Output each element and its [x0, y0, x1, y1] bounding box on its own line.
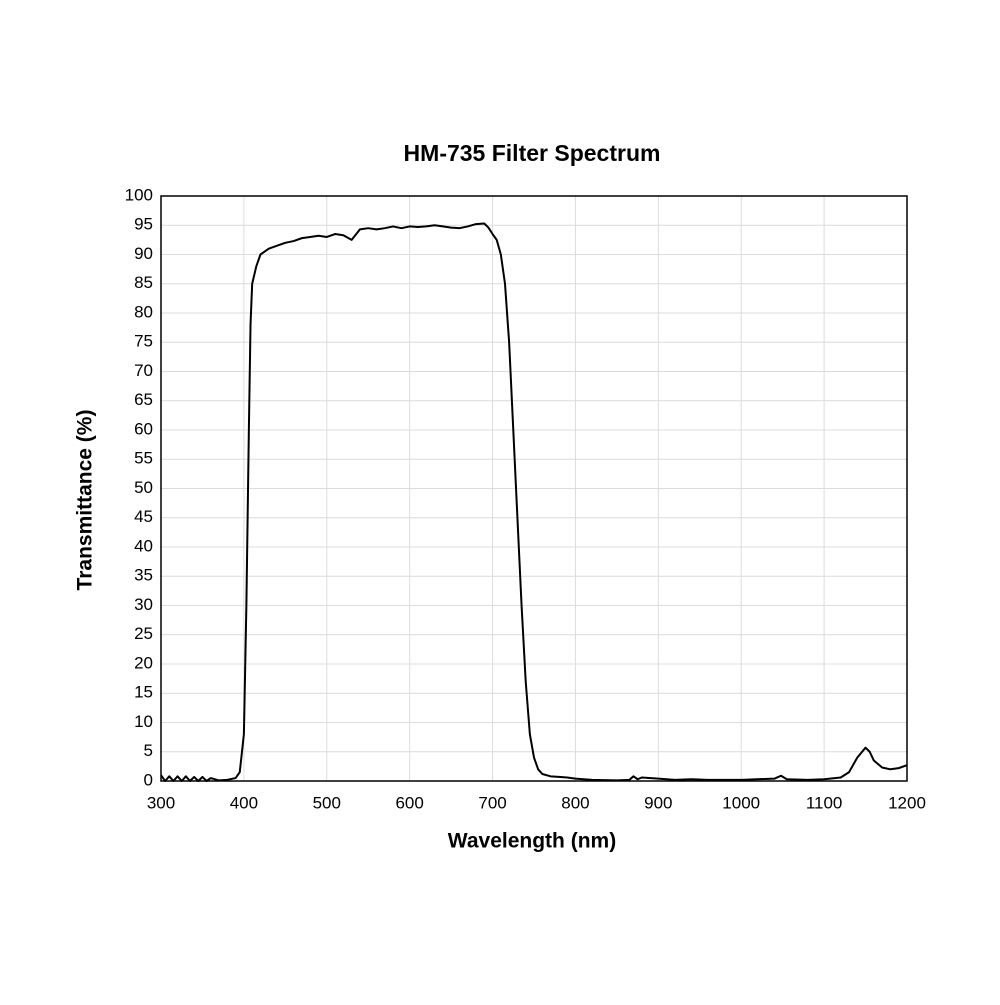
x-tick-label: 600 [395, 793, 423, 812]
x-tick-label: 400 [230, 793, 258, 812]
y-tick-label: 90 [134, 244, 153, 263]
plot-frame [160, 195, 908, 782]
x-tick-label: 1000 [722, 793, 760, 812]
y-tick-label: 65 [134, 390, 153, 409]
y-tick-label: 10 [134, 712, 153, 731]
x-tick-label: 1200 [888, 793, 926, 812]
x-tick-label: 800 [561, 793, 589, 812]
y-axis-label: Transmittance (%) [74, 410, 97, 591]
y-tick-label: 55 [134, 449, 153, 468]
x-axis-label: Wavelength (nm) [448, 830, 616, 853]
y-tick-label: 100 [125, 185, 153, 204]
y-tick-label: 15 [134, 683, 153, 702]
x-tick-label: 500 [313, 793, 341, 812]
x-tick-label: 300 [147, 793, 175, 812]
x-tick-label: 1100 [806, 793, 843, 812]
spectrum-line [160, 222, 908, 782]
y-tick-label: 70 [134, 361, 153, 380]
y-tick-label: 45 [134, 507, 153, 526]
chart-title: HM-735 Filter Spectrum [404, 140, 661, 166]
x-tick-label: 700 [478, 793, 506, 812]
y-tick-label: 75 [134, 332, 153, 351]
y-tick-label: 95 [134, 215, 153, 234]
y-tick-label: 30 [134, 595, 153, 614]
y-tick-label: 0 [144, 770, 153, 789]
y-tick-label: 60 [134, 419, 153, 438]
y-tick-label: 85 [134, 273, 153, 292]
y-tick-label: 35 [134, 566, 153, 585]
y-tick-label: 80 [134, 302, 153, 321]
x-tick-label: 900 [644, 793, 672, 812]
y-tick-label: 40 [134, 536, 153, 555]
y-tick-label: 5 [144, 741, 153, 760]
y-tick-label: 50 [134, 478, 153, 497]
y-tick-label: 20 [134, 653, 153, 672]
y-tick-label: 25 [134, 624, 153, 643]
